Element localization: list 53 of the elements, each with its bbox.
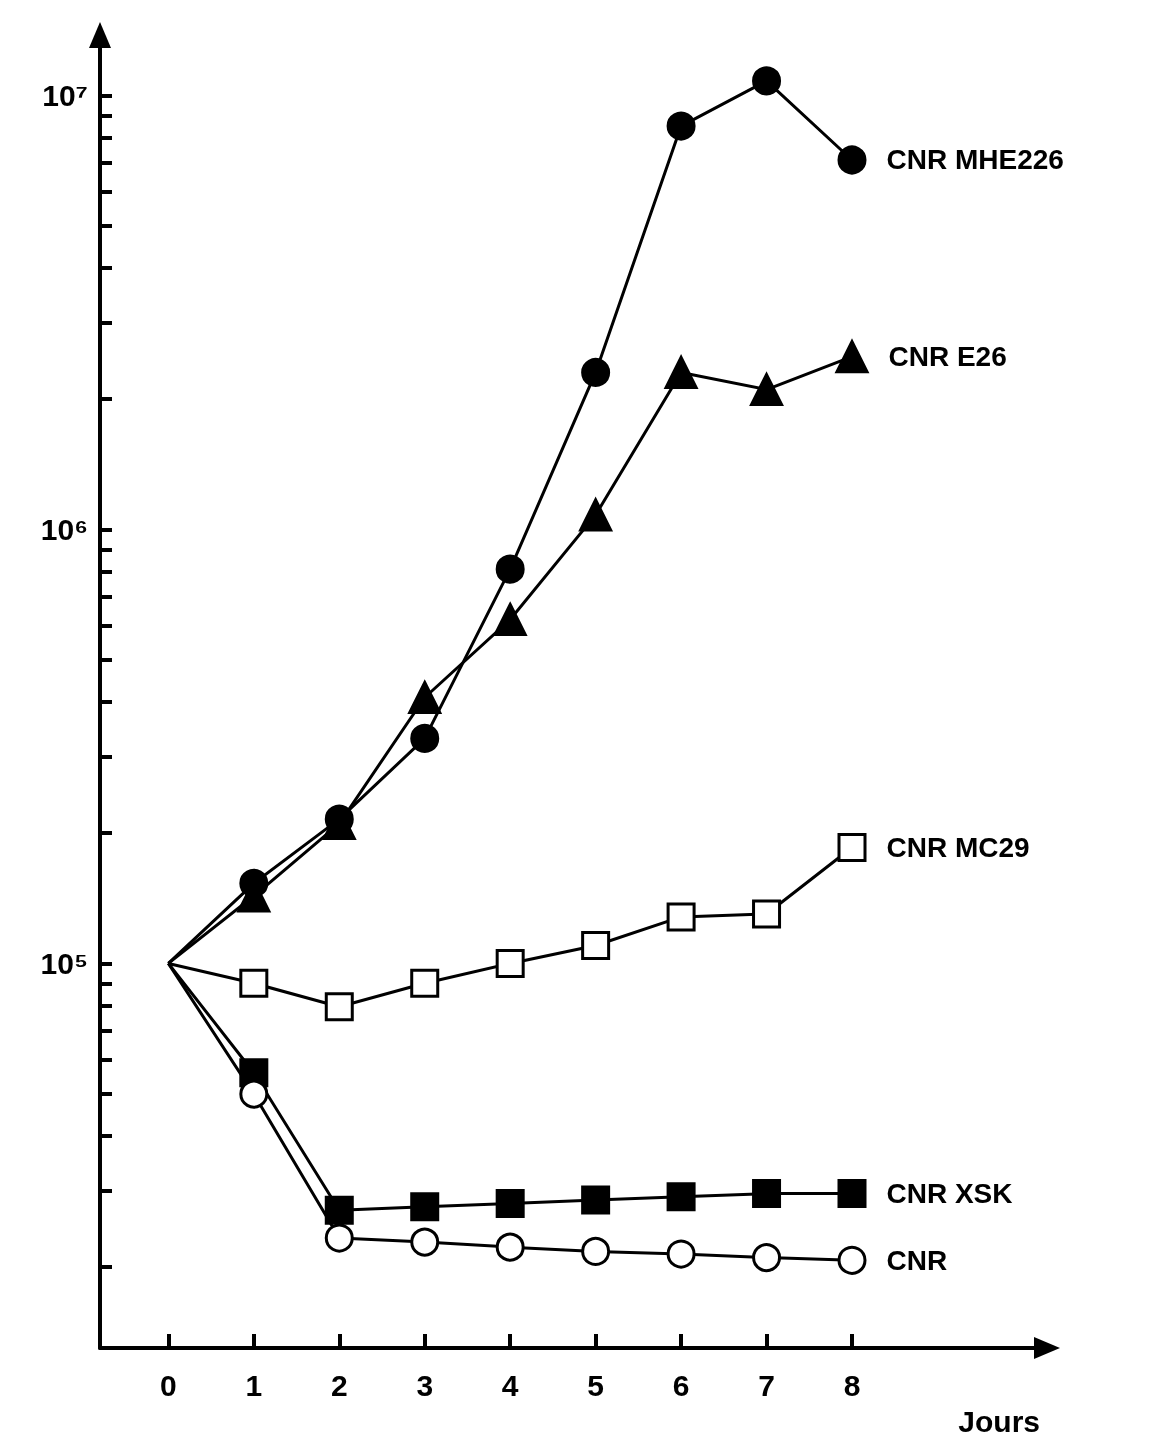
x-tick-label: 8	[843, 1368, 861, 1402]
point	[837, 1179, 867, 1209]
x-tick-label: 3	[416, 1368, 434, 1402]
point	[410, 723, 440, 753]
x-tick-label: 4	[501, 1368, 519, 1402]
point	[493, 603, 527, 637]
point	[495, 1232, 525, 1262]
point	[324, 992, 354, 1022]
x-tick-label: 5	[587, 1368, 604, 1402]
point	[495, 1188, 525, 1218]
point	[837, 1245, 867, 1275]
point	[581, 1236, 611, 1266]
point	[835, 340, 869, 374]
x-tick-label: 1	[245, 1368, 263, 1402]
series-label: CNR MC29	[886, 831, 1030, 863]
point	[837, 145, 867, 175]
point	[408, 680, 442, 714]
y-tick-label: 10⁶	[40, 512, 88, 546]
point	[581, 1185, 611, 1215]
point	[324, 1223, 354, 1253]
series-label: CNR	[886, 1244, 948, 1276]
point	[581, 930, 611, 960]
x-tick-label: 7	[758, 1368, 775, 1402]
point	[239, 968, 269, 998]
point	[579, 498, 613, 532]
point	[664, 355, 698, 389]
point	[666, 1239, 696, 1269]
point	[410, 968, 440, 998]
point	[837, 832, 867, 862]
point	[752, 1243, 782, 1273]
point	[752, 66, 782, 96]
point	[581, 357, 611, 387]
series-label: CNR E26	[888, 341, 1007, 373]
point	[752, 1179, 782, 1209]
y-tick-label: 10⁷	[42, 78, 88, 112]
point	[495, 554, 525, 584]
point	[324, 1195, 354, 1225]
series-label: CNR MHE226	[886, 144, 1064, 176]
point	[666, 902, 696, 932]
point	[239, 1079, 269, 1109]
x-tick-label: 6	[672, 1368, 690, 1402]
x-tick-label: 2	[330, 1368, 348, 1402]
point	[666, 111, 696, 141]
point	[752, 899, 782, 929]
point	[495, 948, 525, 978]
point	[666, 1182, 696, 1212]
point	[410, 1192, 440, 1222]
y-tick-label: 10⁵	[40, 946, 88, 980]
x-axis-title: Jours	[958, 1404, 1040, 1438]
x-tick-label: 0	[160, 1368, 177, 1402]
point	[410, 1227, 440, 1257]
series-label: CNR XSK	[886, 1178, 1013, 1210]
point	[750, 373, 784, 407]
